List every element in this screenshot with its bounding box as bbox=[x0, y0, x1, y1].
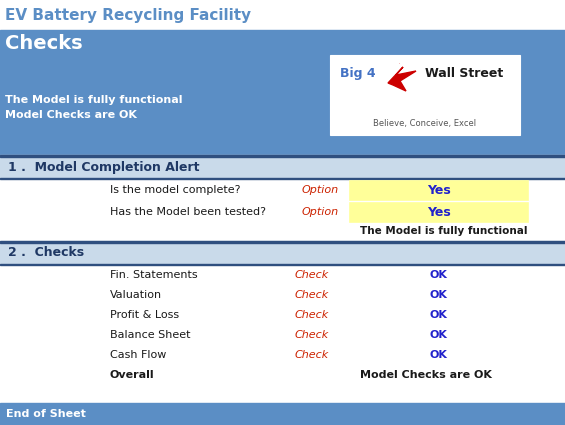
Text: Believe, Conceive, Excel: Believe, Conceive, Excel bbox=[373, 119, 476, 128]
Bar bbox=[0, 155, 565, 179]
Text: Check: Check bbox=[295, 290, 329, 300]
Text: Option: Option bbox=[302, 185, 339, 195]
Text: Wall Street: Wall Street bbox=[425, 67, 503, 80]
Text: Yes: Yes bbox=[427, 184, 451, 196]
Bar bbox=[350, 181, 528, 199]
Text: The Model is fully functional: The Model is fully functional bbox=[360, 226, 528, 236]
Text: OK: OK bbox=[430, 270, 448, 280]
Text: 2 .  Checks: 2 . Checks bbox=[8, 246, 84, 260]
Text: 1 .  Model Completion Alert: 1 . Model Completion Alert bbox=[8, 161, 199, 173]
Text: Check: Check bbox=[295, 350, 329, 360]
Text: Is the model complete?: Is the model complete? bbox=[110, 185, 241, 195]
Text: Check: Check bbox=[295, 310, 329, 320]
Text: OK: OK bbox=[430, 310, 448, 320]
Text: Check: Check bbox=[295, 330, 329, 340]
Text: Fin. Statements: Fin. Statements bbox=[110, 270, 198, 280]
Text: EV Battery Recycling Facility: EV Battery Recycling Facility bbox=[5, 8, 251, 23]
Text: Option: Option bbox=[302, 207, 339, 217]
Bar bbox=[0, 178, 565, 179]
Text: Balance Sheet: Balance Sheet bbox=[110, 330, 190, 340]
Bar bbox=[0, 179, 565, 243]
Text: Yes: Yes bbox=[427, 206, 451, 218]
Bar bbox=[0, 155, 565, 157]
Text: OK: OK bbox=[430, 330, 448, 340]
Text: Has the Model been tested?: Has the Model been tested? bbox=[110, 207, 266, 217]
Text: Overall: Overall bbox=[110, 370, 155, 380]
Bar bbox=[0, 403, 565, 425]
Bar bbox=[350, 202, 528, 221]
Polygon shape bbox=[388, 67, 416, 91]
Text: ★: ★ bbox=[399, 63, 401, 64]
Text: Check: Check bbox=[295, 270, 329, 280]
Text: Profit & Loss: Profit & Loss bbox=[110, 310, 179, 320]
Bar bbox=[0, 241, 565, 243]
Text: End of Sheet: End of Sheet bbox=[6, 409, 86, 419]
Text: Model Checks are OK: Model Checks are OK bbox=[360, 370, 492, 380]
Bar bbox=[0, 241, 565, 265]
Text: Cash Flow: Cash Flow bbox=[110, 350, 166, 360]
Text: Big 4: Big 4 bbox=[340, 67, 376, 80]
Text: OK: OK bbox=[430, 350, 448, 360]
Text: Model Checks are OK: Model Checks are OK bbox=[5, 110, 137, 120]
Bar bbox=[0, 0, 565, 30]
Bar bbox=[0, 265, 565, 403]
Text: Valuation: Valuation bbox=[110, 290, 162, 300]
Text: The Model is fully functional: The Model is fully functional bbox=[5, 95, 182, 105]
Text: OK: OK bbox=[430, 290, 448, 300]
Bar bbox=[0, 30, 565, 155]
Bar bbox=[330, 55, 520, 135]
Bar bbox=[0, 264, 565, 265]
Text: Checks: Checks bbox=[5, 34, 82, 53]
